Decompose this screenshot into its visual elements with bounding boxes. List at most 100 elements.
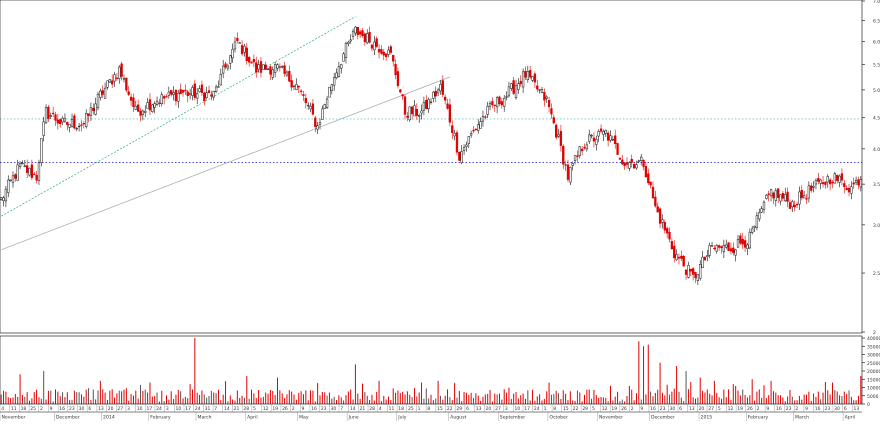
volume-bar <box>92 389 94 404</box>
week-tick-label: 27 <box>708 406 714 412</box>
volume-bar <box>853 400 855 404</box>
volume-bar <box>650 391 652 404</box>
volume-bar <box>300 391 302 404</box>
candle-body <box>623 162 626 167</box>
volume-bar <box>503 389 505 404</box>
volume-bar <box>761 397 763 404</box>
volume-bar <box>631 389 633 404</box>
candle-body <box>226 65 230 69</box>
volume-bar <box>220 400 222 404</box>
candle-body <box>179 89 182 95</box>
candle-body <box>92 107 95 111</box>
week-tick-label: 29 <box>456 406 462 412</box>
candle-body <box>106 80 109 88</box>
volume-bar <box>491 401 493 404</box>
candle-body <box>500 101 503 106</box>
volume-bar <box>354 364 356 404</box>
week-tick-label: 5 <box>718 406 721 412</box>
volume-bar <box>350 389 352 404</box>
candle-body <box>56 119 60 124</box>
volume-bar <box>756 391 758 404</box>
week-tick-label: 13 <box>689 406 695 412</box>
candle-body <box>777 188 780 198</box>
volume-bar <box>432 400 434 404</box>
candle-body <box>550 108 553 115</box>
volume-bar <box>810 400 812 404</box>
volume-bar <box>291 391 293 404</box>
volume-bar <box>524 398 526 404</box>
candle-body <box>394 64 397 76</box>
volume-bar <box>831 382 833 404</box>
volume-bar <box>17 396 19 404</box>
candle-body <box>642 159 645 167</box>
candle-body <box>66 122 69 125</box>
volume-bar <box>76 392 78 404</box>
volume-bar <box>302 394 304 404</box>
volume-bar <box>314 401 316 404</box>
candle-body <box>680 255 683 259</box>
candle-body <box>214 86 218 92</box>
week-tick-label: 7 <box>340 406 343 412</box>
volume-bar <box>737 390 739 404</box>
volume-bar <box>558 393 560 404</box>
volume-bar <box>154 396 156 404</box>
candle-body <box>722 244 725 252</box>
candle-body <box>588 134 591 142</box>
candle-body <box>668 231 671 240</box>
candle-body <box>802 195 806 199</box>
volume-bar <box>704 392 706 404</box>
trend-line <box>1 16 356 217</box>
candle-body <box>833 173 836 184</box>
candle-body <box>186 91 189 96</box>
volume-bar <box>829 394 831 404</box>
candle-body <box>290 80 293 88</box>
week-tick-label: 30 <box>669 406 675 412</box>
week-tick-label: 14 <box>350 406 356 412</box>
volume-bar <box>749 395 751 404</box>
candle-body <box>521 71 525 88</box>
price-tick-label: 6.5 <box>873 19 880 25</box>
candle-body <box>562 145 565 165</box>
volume-tick-label: 30000 <box>867 353 880 359</box>
volume-bar <box>768 395 770 404</box>
candle-body <box>73 115 76 129</box>
volume-bar <box>59 396 61 404</box>
week-tick-label: 30 <box>331 406 337 412</box>
candle-body <box>767 193 770 195</box>
candle-body <box>611 139 614 141</box>
candle-body <box>33 173 36 176</box>
volume-bar <box>541 400 543 404</box>
candle-body <box>236 37 239 42</box>
candle-body <box>694 271 697 279</box>
candle-body <box>814 179 818 185</box>
volume-bar <box>180 391 182 404</box>
candle-body <box>824 181 827 185</box>
volume-bar <box>468 394 470 404</box>
volume-bar <box>770 380 772 404</box>
candle-body <box>37 162 41 181</box>
week-tick-label: 23 <box>321 406 327 412</box>
price-tick-label: 5.0 <box>873 88 880 94</box>
candle-body <box>96 93 100 109</box>
candle-body <box>340 64 343 69</box>
volume-bar <box>333 396 335 404</box>
candle-body <box>826 176 829 183</box>
volume-bar <box>614 396 616 404</box>
volume-bar <box>19 374 21 404</box>
candle-body <box>807 185 811 199</box>
volume-bar <box>359 398 361 404</box>
candle-body <box>477 124 480 131</box>
candle-body <box>467 136 470 144</box>
volume-bar <box>628 386 630 404</box>
volume-bar <box>550 394 552 404</box>
volume-bar <box>617 391 619 404</box>
volume-bar <box>510 398 512 404</box>
candle-body <box>399 89 402 93</box>
volume-bar <box>508 387 510 404</box>
candle-body <box>172 92 175 95</box>
volume-bar <box>730 399 732 404</box>
week-tick-label: 2 <box>795 406 798 412</box>
volume-bar <box>321 391 323 404</box>
candle-body <box>743 240 747 248</box>
